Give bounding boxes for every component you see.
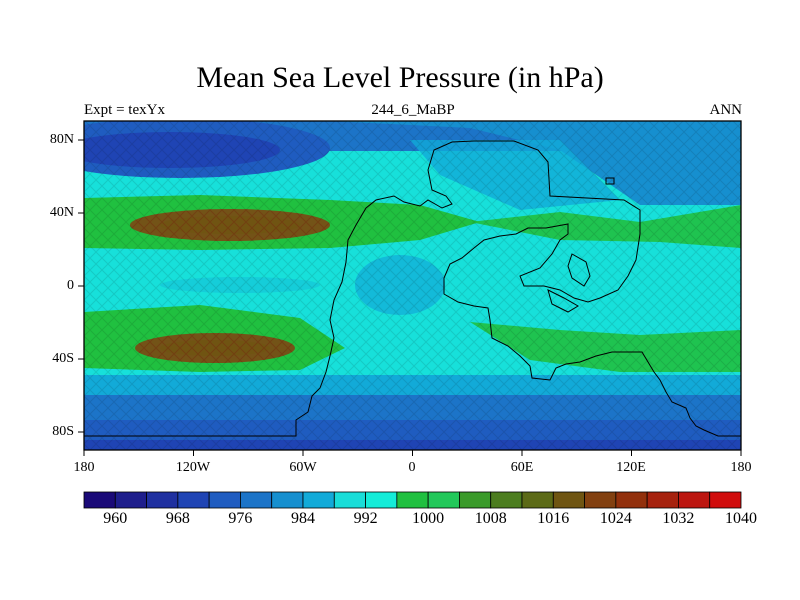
colorbar-label: 1024 <box>599 510 632 527</box>
colorbar-box <box>365 491 398 509</box>
colorbar-box <box>678 491 711 509</box>
map-title: Mean Sea Level Pressure (in hPa) <box>196 61 604 94</box>
colorbar-label: 1016 <box>537 510 570 527</box>
colorbar-box <box>208 491 241 509</box>
lon-tick-label: 180 <box>73 460 95 475</box>
lon-tick-label: 60W <box>289 460 317 475</box>
colorbar-box <box>302 491 335 509</box>
lon-tick-label: 180 <box>730 460 752 475</box>
colorbar-box <box>615 491 648 509</box>
colorbar-label: 1008 <box>474 510 507 527</box>
colorbar-label: 960 <box>103 510 128 527</box>
colorbar-box <box>490 491 523 509</box>
lat-tick-label: 80S <box>52 424 74 439</box>
colorbar-box <box>271 491 304 509</box>
colorbar-label: 1040 <box>725 510 757 527</box>
lat-tick-label: 40N <box>49 205 74 220</box>
colorbar-label: 1032 <box>662 510 695 527</box>
lon-tick-label: 120E <box>616 460 646 475</box>
lat-tick-label: 40S <box>52 351 74 366</box>
axis-ticks <box>78 139 742 456</box>
colorbar-box <box>552 491 585 509</box>
colorbar-label: 1000 <box>412 510 445 527</box>
lat-tick-label: 0 <box>67 278 74 293</box>
lon-tick-label: 60E <box>510 460 534 475</box>
colorbar-box <box>146 491 179 509</box>
coastlines <box>84 140 741 437</box>
colorbar-box <box>521 491 554 509</box>
experiment-label: Expt = texYx <box>84 102 165 118</box>
colorbar-label: 976 <box>228 510 253 527</box>
colorbar-box <box>709 491 742 509</box>
colorbar-box <box>396 491 429 509</box>
colorbar-box <box>240 491 273 509</box>
colorbar-box <box>427 491 460 509</box>
colorbar-label: 968 <box>165 510 190 527</box>
lat-tick-label: 80N <box>49 132 74 147</box>
colorbar-label: 992 <box>353 510 378 527</box>
colorbar-box <box>83 491 116 509</box>
colorbar-box <box>177 491 210 509</box>
lon-tick-label: 120W <box>175 460 211 475</box>
lon-tick-label: 0 <box>408 460 416 475</box>
colorbar-box <box>646 491 679 509</box>
season-label: ANN <box>709 102 743 118</box>
colorbar-box <box>114 491 147 509</box>
colorbar-box <box>333 491 366 509</box>
colorbar-box <box>459 491 492 509</box>
period-label: 244_6_MaBP <box>371 102 455 118</box>
colorbar-label: 984 <box>291 510 315 527</box>
pressure-field <box>84 121 741 450</box>
colorbar-box <box>584 491 617 509</box>
